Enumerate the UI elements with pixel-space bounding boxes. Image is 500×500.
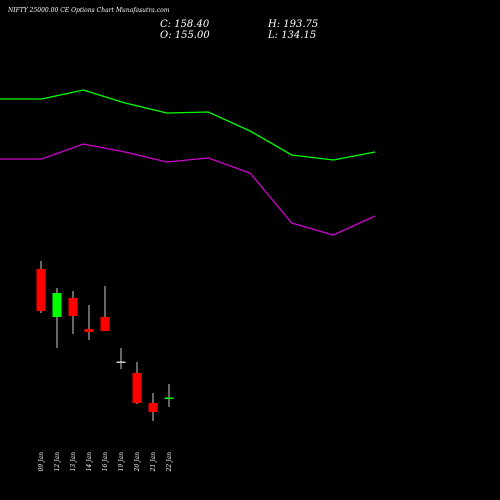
candle-body [148, 403, 158, 412]
candle-body [68, 298, 78, 316]
x-tick-label: 12 Jan [54, 452, 61, 472]
x-tick-label: 19 Jan [118, 452, 125, 472]
open-label: O: 155.00 [160, 30, 210, 41]
chart-title: NIFTY 25000.00 CE Options Chart Munafasu… [7, 7, 170, 14]
candle-body [100, 317, 110, 331]
x-tick-label: 22 Jan [166, 452, 173, 473]
indicator-line [0, 89, 376, 161]
x-tick-label: 20 Jan [134, 452, 141, 473]
close-label: C: 158.40 [160, 19, 210, 30]
candle-body [116, 361, 126, 363]
x-tick-label: 16 Jan [102, 452, 109, 472]
x-tick-label: 14 Jan [86, 452, 93, 472]
candle-body [132, 373, 142, 403]
candle-body [36, 269, 46, 311]
x-tick-label: 09 Jan [38, 452, 45, 472]
candle-body [164, 397, 174, 399]
low-label: L: 134.15 [267, 30, 316, 41]
candle-body [84, 329, 94, 332]
indicator-line [0, 143, 376, 236]
x-tick-label: 13 Jan [70, 452, 77, 472]
candle-body [52, 293, 62, 317]
x-tick-label: 21 Jan [150, 452, 157, 473]
high-label: H: 193.75 [267, 19, 318, 30]
